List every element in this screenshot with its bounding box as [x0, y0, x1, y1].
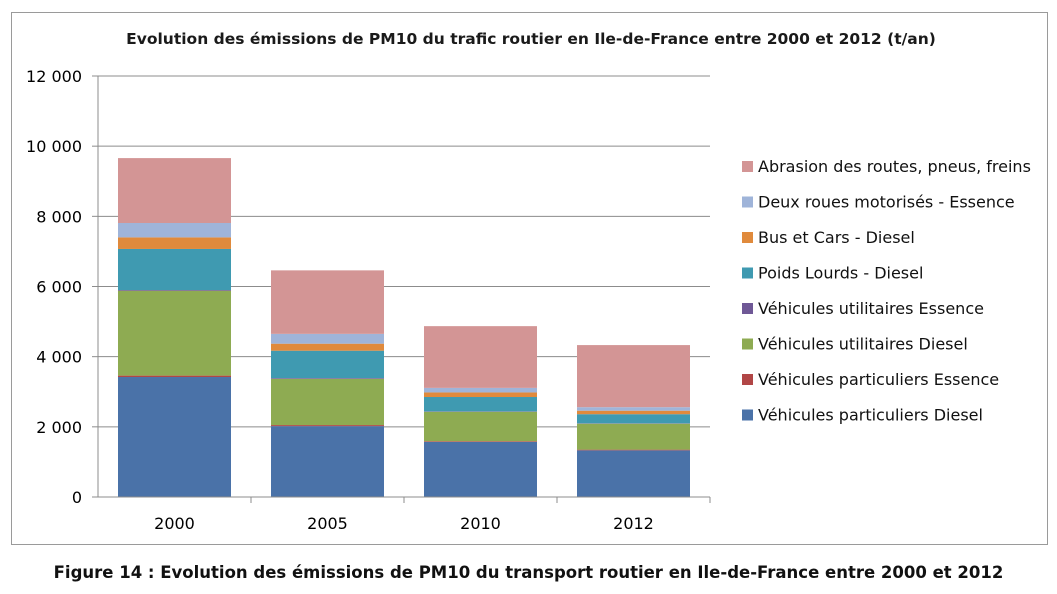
x-axis-tick-labels: 2000 2005 2010 2012 — [154, 497, 711, 533]
bar-segment — [271, 378, 384, 379]
x-tick-label: 2012 — [613, 514, 654, 533]
bar-segment — [424, 411, 537, 442]
legend-swatch — [742, 303, 753, 314]
x-tick-label: 2005 — [307, 514, 348, 533]
bar-segment — [424, 397, 537, 412]
chart-title: Evolution des émissions de PM10 du trafi… — [126, 30, 936, 48]
bar-segment — [118, 222, 231, 238]
legend-swatch — [742, 267, 753, 279]
bar-segment — [424, 441, 537, 497]
bar-segment — [118, 237, 231, 249]
bar-segment — [577, 423, 690, 450]
bar-segment — [271, 333, 384, 344]
legend-label: Poids Lourds - Diesel — [758, 264, 923, 283]
legend: Abrasion des routes, pneus, freins Deux r… — [742, 157, 1031, 425]
bar-segment — [271, 426, 384, 497]
bar-segment — [424, 441, 537, 442]
y-tick-label: 12 000 — [26, 67, 82, 86]
chart-frame: Evolution des émissions de PM10 du trafi… — [11, 12, 1048, 545]
bar-segment — [118, 290, 231, 291]
legend-swatch — [742, 338, 753, 350]
stacked-bar-chart: Evolution des émissions de PM10 du trafi… — [26, 30, 1031, 533]
figure-caption: Figure 14 : Evolution des émissions de P… — [53, 563, 1004, 582]
legend-swatch — [742, 161, 753, 172]
bar-segment — [118, 290, 231, 376]
bar-segment — [577, 449, 690, 451]
legend-swatch — [742, 409, 753, 421]
bar-segment — [424, 387, 537, 393]
y-tick-label: 4 000 — [36, 348, 82, 367]
bar-segment — [424, 392, 537, 398]
y-tick-label: 6 000 — [36, 278, 82, 297]
x-tick-label: 2010 — [460, 514, 501, 533]
bar-segment — [118, 248, 231, 291]
legend-label: Bus et Cars - Diesel — [758, 228, 915, 247]
bar-segment — [271, 425, 384, 427]
legend-label: Véhicules utilitaires Essence — [758, 299, 984, 318]
bar-segment — [118, 375, 231, 378]
bar-segment — [577, 414, 690, 424]
bar-segment — [577, 450, 690, 497]
legend-swatch — [742, 374, 753, 385]
bar-segment — [118, 377, 231, 497]
x-tick-label: 2000 — [154, 514, 195, 533]
bar-segment — [271, 378, 384, 426]
y-tick-label: 2 000 — [36, 418, 82, 437]
legend-swatch — [742, 196, 753, 208]
bars — [118, 158, 690, 497]
y-tick-label: 8 000 — [36, 207, 82, 226]
bar-segment — [577, 410, 690, 415]
y-tick-label: 0 — [72, 488, 82, 507]
bar-segment — [577, 345, 690, 408]
legend-label: Véhicules utilitaires Diesel — [758, 335, 968, 354]
legend-swatch — [742, 232, 753, 243]
bar-segment — [271, 270, 384, 334]
bar-segment — [271, 343, 384, 351]
bar-segment — [118, 158, 231, 223]
legend-label: Abrasion des routes, pneus, freins — [758, 157, 1031, 176]
y-axis-tick-labels: 0 2 000 4 000 6 000 8 000 10 000 12 000 — [26, 67, 82, 507]
y-tick-label: 10 000 — [26, 137, 82, 156]
bar-segment — [271, 350, 384, 379]
legend-label: Deux roues motorisés - Essence — [758, 193, 1015, 212]
legend-label: Véhicules particuliers Diesel — [758, 406, 983, 425]
bar-segment — [577, 407, 690, 411]
bar-segment — [424, 326, 537, 388]
legend-label: Véhicules particuliers Essence — [758, 370, 999, 389]
